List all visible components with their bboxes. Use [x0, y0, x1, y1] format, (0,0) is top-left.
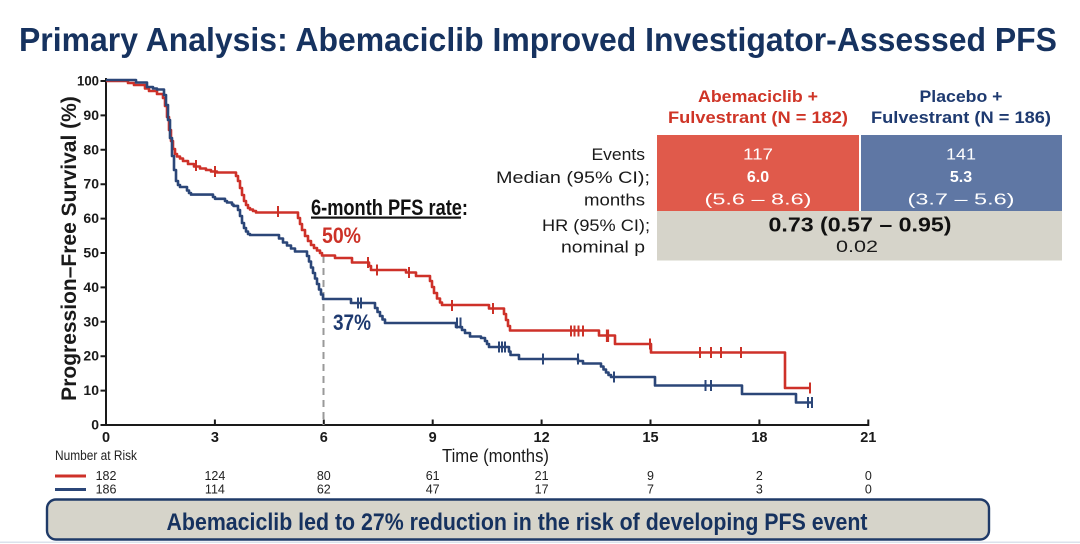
svg-text:3: 3	[756, 483, 763, 497]
svg-text:182: 182	[96, 469, 117, 483]
svg-text:nominal p: nominal p	[561, 238, 645, 257]
svg-text:20: 20	[83, 348, 99, 364]
svg-text:Progression–Free Survival (%): Progression–Free Survival (%)	[58, 96, 81, 401]
svg-text:6.0: 6.0	[747, 169, 769, 186]
svg-text:0.02: 0.02	[836, 238, 878, 256]
svg-text:117: 117	[743, 147, 773, 164]
svg-text:Fulvestrant (N = 186): Fulvestrant (N = 186)	[871, 109, 1051, 127]
svg-text:Abemaciclib +: Abemaciclib +	[698, 88, 818, 106]
svg-text:30: 30	[83, 313, 99, 329]
svg-text:0: 0	[102, 430, 110, 446]
svg-text:60: 60	[83, 210, 99, 226]
svg-text:0.73 (0.57 – 0.95): 0.73 (0.57 – 0.95)	[769, 213, 952, 236]
svg-text:Fulvestrant (N = 182): Fulvestrant (N = 182)	[668, 109, 848, 127]
svg-text:7: 7	[647, 483, 654, 497]
svg-text:21: 21	[535, 469, 549, 483]
svg-text:90: 90	[83, 107, 99, 123]
svg-text:Median (95% CI);: Median (95% CI);	[496, 168, 650, 187]
svg-text:37%: 37%	[333, 310, 371, 335]
svg-text:47: 47	[426, 483, 440, 497]
svg-text:10: 10	[83, 382, 99, 398]
svg-text:100: 100	[77, 73, 99, 89]
svg-text:Number at Risk: Number at Risk	[55, 448, 137, 463]
svg-text:18: 18	[751, 430, 767, 446]
svg-text:62: 62	[317, 483, 331, 497]
svg-text:HR (95% CI);: HR (95% CI);	[542, 216, 650, 235]
svg-text:6: 6	[320, 430, 328, 446]
svg-text:6-month PFS rate:: 6-month PFS rate:	[311, 195, 468, 220]
svg-text:3: 3	[211, 430, 219, 446]
svg-text:(3.7 – 5.6): (3.7 – 5.6)	[908, 192, 1015, 209]
svg-text:50%: 50%	[322, 223, 361, 248]
svg-text:0: 0	[91, 417, 99, 433]
svg-text:12: 12	[534, 430, 550, 446]
svg-text:21: 21	[860, 430, 876, 446]
svg-text:9: 9	[429, 430, 437, 446]
svg-text:50: 50	[83, 245, 99, 261]
svg-text:40: 40	[83, 279, 99, 295]
svg-text:61: 61	[426, 469, 440, 483]
svg-text:186: 186	[96, 483, 117, 497]
svg-text:Events: Events	[592, 145, 646, 164]
svg-text:5.3: 5.3	[950, 169, 972, 186]
svg-text:70: 70	[83, 176, 99, 192]
svg-text:80: 80	[317, 469, 331, 483]
svg-text:Abemaciclib led to 27% reducti: Abemaciclib led to 27% reduction in the …	[167, 509, 868, 536]
svg-text:124: 124	[204, 469, 225, 483]
svg-text:months: months	[584, 191, 645, 210]
svg-text:0: 0	[865, 483, 872, 497]
svg-text:Primary Analysis: Abemaciclib: Primary Analysis: Abemaciclib Improved I…	[19, 21, 1057, 58]
svg-text:114: 114	[205, 483, 225, 497]
svg-text:0: 0	[865, 469, 872, 483]
svg-text:141: 141	[946, 147, 976, 164]
svg-text:(5.6 – 8.6): (5.6 – 8.6)	[705, 192, 812, 209]
svg-text:80: 80	[83, 141, 99, 157]
svg-text:17: 17	[535, 483, 549, 497]
svg-text:Placebo +: Placebo +	[920, 88, 1003, 106]
svg-text:2: 2	[756, 469, 763, 483]
svg-text:9: 9	[647, 469, 654, 483]
svg-text:Time (months): Time (months)	[442, 446, 549, 466]
svg-text:15: 15	[642, 430, 658, 446]
